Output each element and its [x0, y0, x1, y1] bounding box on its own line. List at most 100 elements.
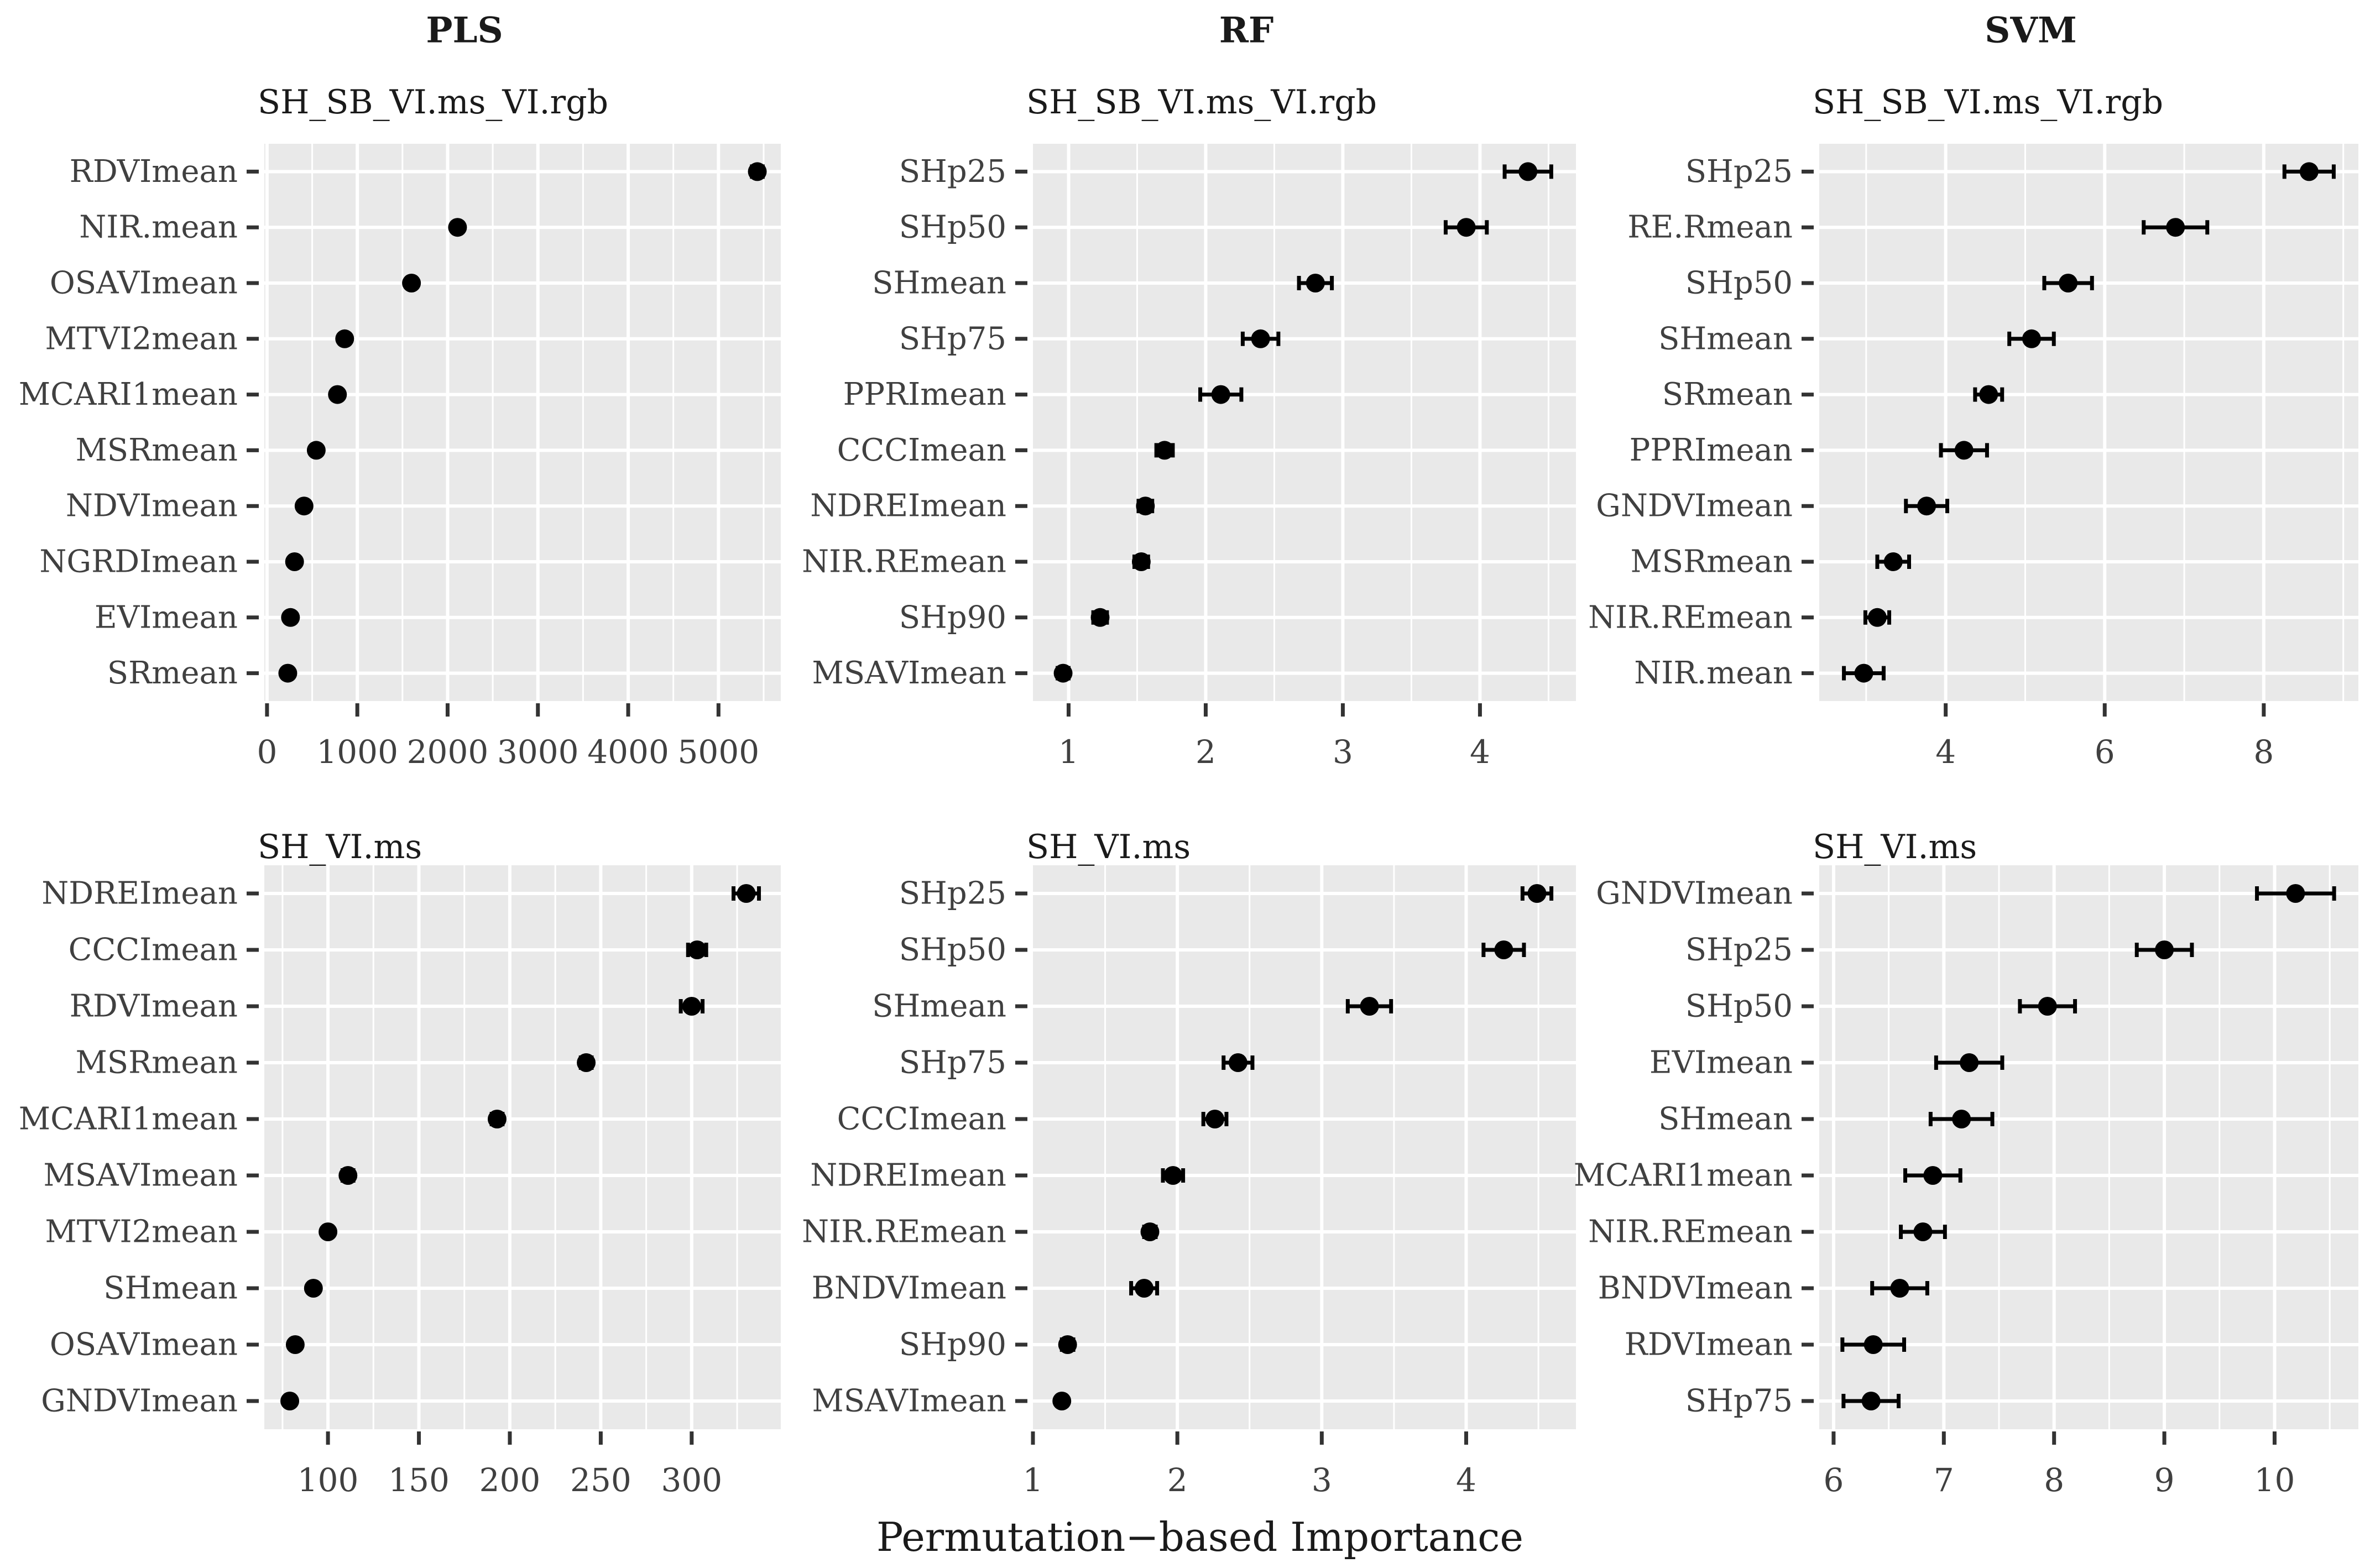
y-axis-label: RE.Rmean — [1627, 210, 1793, 245]
data-point — [1867, 608, 1887, 627]
y-axis-label: GNDVImean — [1596, 488, 1793, 524]
y-axis-label: EVImean — [95, 599, 238, 635]
x-tick-label: 6 — [1823, 1461, 1844, 1499]
y-axis-label: NIR.REmean — [802, 1214, 1006, 1250]
data-point — [2059, 274, 2078, 292]
y-axis-label: NIR.mean — [1634, 655, 1793, 691]
data-point — [285, 552, 304, 571]
y-axis-label: SHp50 — [899, 210, 1006, 245]
panel-background — [1819, 865, 2358, 1429]
y-axis-label: SHp25 — [1685, 932, 1793, 968]
y-axis-label: SHp75 — [1685, 1383, 1793, 1419]
y-axis: RDVImean NIR.mean OSAVImean MTVI2mean MCARI1… — [19, 154, 259, 691]
data-point — [1155, 441, 1174, 460]
data-point — [1854, 663, 1873, 683]
data-point — [1136, 496, 1155, 516]
data-point — [1251, 329, 1270, 348]
y-axis-label: SHp50 — [899, 932, 1006, 968]
y-axis-label: NDVImean — [66, 488, 238, 524]
y-axis-label: SHmean — [872, 989, 1006, 1025]
panel-background — [1033, 144, 1576, 701]
y-axis-label: GNDVImean — [41, 1383, 238, 1419]
data-point — [448, 218, 467, 237]
data-point — [280, 1392, 300, 1410]
y-axis-label: EVImean — [1649, 1045, 1793, 1081]
data-point — [1228, 1053, 1247, 1072]
column-title-pls: PLS — [426, 9, 503, 51]
panel-pls-0: RDVImean NIR.mean OSAVImean MTVI2mean MCARI1… — [19, 144, 781, 771]
column-title-svm: SVM — [1985, 9, 2077, 51]
y-axis-label: MCARI1mean — [1574, 1158, 1793, 1194]
data-point — [1979, 385, 1998, 404]
y-axis-label: MTVI2mean — [45, 321, 238, 357]
x-tick-label: 250 — [570, 1461, 631, 1499]
data-point — [1131, 552, 1151, 571]
data-point — [278, 663, 297, 683]
y-axis-label: SHp75 — [899, 321, 1006, 357]
data-point — [1960, 1053, 1979, 1072]
x-tick-label: 2000 — [407, 733, 489, 771]
x-axis: 0 1000 2000 3000 4000 5000 — [257, 703, 759, 771]
x-tick-label: 100 — [297, 1461, 359, 1499]
y-axis-label: BNDVImean — [812, 1271, 1006, 1306]
y-axis-label: SRmean — [1662, 377, 1793, 412]
data-point — [294, 496, 314, 516]
x-tick-label: 1000 — [316, 733, 398, 771]
x-tick-label: 3 — [1312, 1461, 1332, 1499]
y-axis-label: MSAVImean — [43, 1158, 238, 1194]
data-point — [1923, 1166, 1943, 1185]
panel-rf-0: SHp25 SHp50 SHmean SHp75 PPRImean CCCImean NDR… — [802, 144, 1576, 771]
y-axis-label: MSRmean — [75, 1045, 238, 1081]
x-tick-label: 6 — [2095, 733, 2115, 771]
y-axis-label: PPRImean — [843, 377, 1006, 412]
x-tick-label: 4 — [1470, 733, 1490, 771]
y-axis: SHp25 RE.Rmean SHp50 SHmean SRmean PPRImean GN… — [1588, 154, 1814, 691]
x-tick-label: 150 — [388, 1461, 450, 1499]
data-point — [306, 441, 326, 460]
data-point — [1058, 1335, 1077, 1354]
data-point — [1861, 1392, 1881, 1410]
facet-title-rf-top: SH_SB_VI.ms_VI.rgb — [1026, 83, 1377, 122]
data-point — [577, 1053, 596, 1072]
data-point — [328, 385, 347, 404]
facet-title-pls-top: SH_SB_VI.ms_VI.rgb — [258, 83, 609, 122]
x-tick-label: 8 — [2044, 1461, 2064, 1499]
panel-background — [264, 865, 781, 1429]
y-axis-label: SHp90 — [899, 599, 1006, 635]
data-points — [1053, 162, 1553, 683]
y-axis: SHp25 SHp50 SHmean SHp75 CCCImean NDREImean NI… — [802, 876, 1027, 1419]
y-axis: NDREImean CCCImean RDVImean MSRmean MCARI1me… — [19, 876, 259, 1419]
y-axis-label: NDREImean — [810, 488, 1006, 524]
x-axis-title: Permutation−based Importance — [876, 1514, 1524, 1560]
x-tick-label: 4 — [1456, 1461, 1476, 1499]
data-points — [1052, 884, 1554, 1410]
y-axis-label: NGRDImean — [39, 544, 238, 580]
data-point — [2038, 997, 2057, 1016]
data-point — [1360, 997, 1379, 1016]
data-point — [1090, 608, 1110, 627]
facet-title-pls-bottom: SH_VI.ms — [258, 828, 422, 866]
data-point — [748, 162, 767, 181]
y-axis-label: MSRmean — [75, 432, 238, 468]
x-tick-label: 5000 — [678, 733, 760, 771]
x-tick-label: 4 — [1935, 733, 1956, 771]
y-axis-label: NDREImean — [810, 1158, 1006, 1194]
y-axis-label: CCCImean — [837, 1101, 1006, 1137]
y-axis-label: SRmean — [107, 655, 238, 691]
gridlines — [264, 865, 781, 1429]
data-point — [487, 1110, 507, 1128]
y-axis-label: SHmean — [103, 1271, 238, 1306]
y-axis-label: MSAVImean — [812, 655, 1006, 691]
panel-background — [1819, 144, 2358, 701]
gridlines — [1819, 865, 2358, 1429]
x-tick-label: 300 — [661, 1461, 722, 1499]
y-axis-label: SHp90 — [899, 1327, 1006, 1363]
data-point — [1952, 1110, 1971, 1128]
data-point — [1954, 441, 1974, 460]
y-axis-label: SHp50 — [1685, 989, 1793, 1025]
data-point — [1052, 1392, 1072, 1410]
x-axis: 6 7 8 9 10 — [1823, 1431, 2295, 1499]
data-point — [1140, 1222, 1160, 1241]
y-axis-label: MSRmean — [1630, 544, 1793, 580]
